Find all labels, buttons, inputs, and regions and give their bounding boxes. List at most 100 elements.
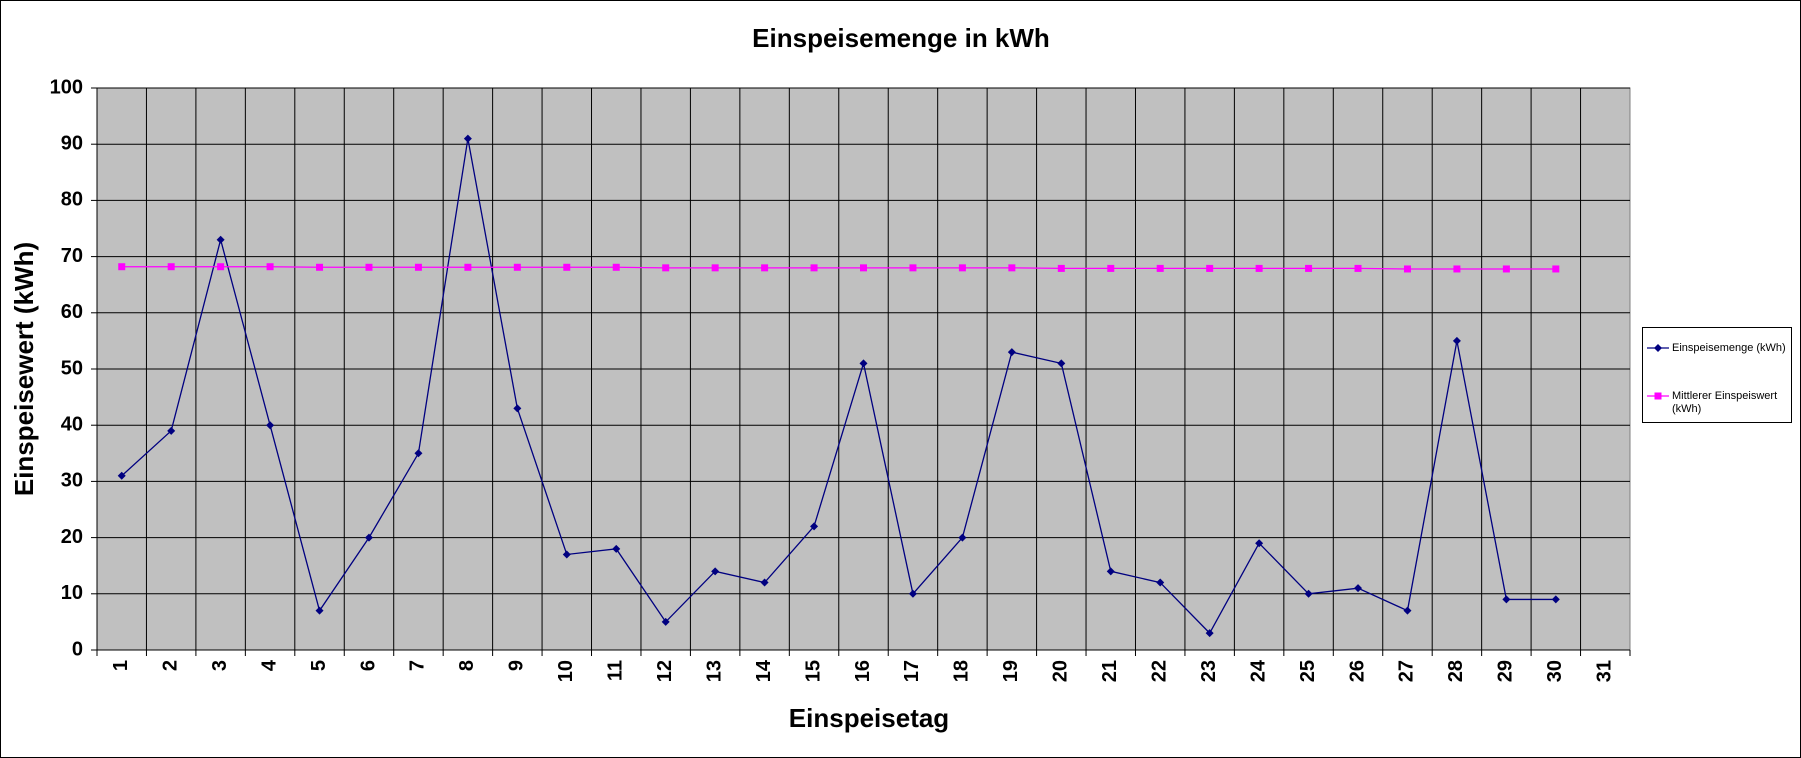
data-point — [1205, 629, 1214, 638]
data-point — [1206, 264, 1214, 272]
x-tick-label: 5 — [308, 660, 330, 671]
x-tick-label: 13 — [703, 660, 725, 682]
data-point — [1354, 584, 1363, 593]
series-line — [121, 266, 1556, 270]
data-point — [810, 264, 818, 272]
x-tick-label: 9 — [506, 660, 528, 671]
x-tick-label: 30 — [1544, 660, 1566, 682]
x-tick-label: 14 — [753, 659, 775, 682]
data-point — [167, 426, 176, 435]
data-point — [117, 471, 126, 480]
data-point — [1502, 595, 1511, 604]
y-tick-label: 100 — [50, 76, 83, 98]
x-tick-label: 22 — [1148, 660, 1170, 682]
data-point — [1502, 265, 1510, 273]
data-point — [1255, 539, 1264, 548]
x-tick-label: 19 — [1000, 660, 1022, 682]
data-point — [316, 263, 324, 271]
data-point — [860, 264, 867, 272]
y-tick-label: 50 — [61, 357, 83, 379]
data-point — [464, 263, 472, 271]
data-point — [1452, 336, 1461, 345]
data-point — [216, 235, 225, 244]
y-tick-label: 80 — [61, 189, 83, 211]
data-point — [266, 421, 275, 430]
legend-marker — [1654, 392, 1662, 400]
data-point — [958, 264, 966, 272]
x-tick-label: 28 — [1445, 660, 1467, 682]
x-tick-label: 18 — [951, 660, 973, 682]
data-point — [513, 404, 522, 413]
x-tick-label: 16 — [852, 660, 874, 682]
x-tick-label: 26 — [1346, 660, 1368, 682]
data-point — [908, 589, 917, 598]
data-point — [1403, 606, 1412, 615]
data-point — [760, 578, 769, 587]
x-tick-label: 2 — [159, 660, 181, 671]
data-point — [167, 263, 175, 271]
data-point — [711, 567, 720, 576]
data-point — [1552, 265, 1560, 273]
x-tick-label: 7 — [407, 660, 429, 671]
data-point — [859, 359, 868, 368]
y-tick-label: 90 — [61, 132, 83, 154]
data-point — [315, 606, 324, 615]
data-point — [711, 264, 719, 272]
x-axis-label: Einspeisetag — [789, 703, 949, 733]
legend-swatch — [1647, 392, 1669, 400]
data-point — [365, 263, 373, 271]
data-point — [563, 263, 571, 271]
data-point — [1057, 359, 1066, 368]
data-point — [612, 263, 620, 271]
data-point — [266, 263, 274, 271]
data-point — [513, 263, 521, 271]
x-tick-label: 21 — [1099, 660, 1121, 682]
x-tick-label: 10 — [555, 660, 577, 682]
x-tick-label: 25 — [1297, 660, 1319, 682]
data-point — [661, 617, 670, 626]
data-point — [1107, 264, 1115, 272]
x-tick-label: 31 — [1594, 660, 1616, 682]
data-point — [1106, 567, 1115, 576]
legend-label: Mittlerer Einspeiswert (kWh) — [1672, 390, 1778, 415]
x-tick-label: 29 — [1495, 660, 1517, 682]
data-point — [1008, 264, 1016, 272]
legend: Einspeisemenge (kWh) Mittlerer Einspeiswe… — [1642, 327, 1792, 423]
y-tick-label: 60 — [61, 301, 83, 323]
y-tick-label: 20 — [61, 526, 83, 548]
data-point — [463, 134, 472, 143]
data-point — [217, 263, 225, 271]
data-point — [414, 263, 422, 271]
legend-marker — [1654, 344, 1662, 352]
data-point — [1305, 264, 1313, 272]
data-point — [1453, 265, 1461, 273]
data-point — [1354, 264, 1362, 272]
x-tick-label: 12 — [654, 660, 676, 682]
data-point — [562, 550, 571, 559]
y-tick-label: 10 — [61, 582, 83, 604]
x-tick-label: 3 — [209, 660, 231, 671]
data-point — [909, 264, 917, 272]
x-tick-label: 23 — [1198, 660, 1220, 682]
legend-swatch — [1647, 344, 1669, 352]
data-point — [1007, 348, 1016, 357]
data-point — [414, 449, 423, 458]
x-tick-label: 8 — [456, 660, 478, 671]
x-tick-label: 27 — [1396, 660, 1418, 682]
data-point — [958, 533, 967, 542]
data-point — [1156, 578, 1165, 587]
data-point — [364, 533, 373, 542]
data-point — [810, 522, 819, 531]
y-tick-label: 70 — [61, 245, 83, 267]
y-tick-label: 0 — [72, 638, 83, 660]
data-point — [118, 263, 126, 271]
legend-item: Mittlerer Einspeiswert (kWh) — [1647, 390, 1790, 416]
x-tick-label: 11 — [605, 660, 627, 681]
data-point — [761, 264, 769, 272]
data-point — [662, 264, 670, 272]
chart-title: Einspeisemenge in kWh — [752, 23, 1050, 53]
data-point — [1156, 264, 1164, 272]
data-point — [1403, 265, 1411, 273]
